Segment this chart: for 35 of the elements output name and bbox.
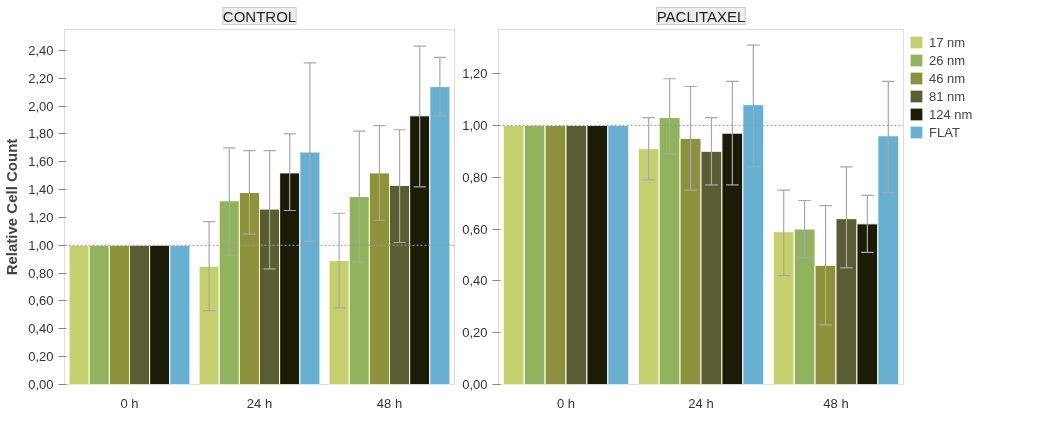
y-tick-label: 0,40	[462, 273, 488, 289]
legend-label: 26 nm	[929, 52, 966, 68]
x-tick-label: 24 h	[688, 395, 714, 411]
y-tick-label: 0,00	[28, 377, 54, 392]
y-tick-label: 0,20	[28, 349, 54, 365]
y-tick-label: 0,40	[28, 321, 54, 337]
x-tick-label: 48 h	[376, 395, 403, 411]
y-tick-label: 1,40	[28, 182, 54, 198]
x-tick-label: 48 h	[823, 395, 849, 411]
y-tick-label: 1,60	[28, 154, 54, 170]
y-tick-label: 1,20	[28, 209, 54, 225]
legend-label: 81 nm	[929, 88, 966, 104]
y-tick-label: 2,00	[28, 98, 54, 114]
x-tick-label: 0 h	[120, 395, 139, 411]
y-tick-label: 1,80	[28, 126, 54, 142]
legend-label: FLAT	[929, 124, 960, 140]
y-axis-title: Relative Cell Count	[3, 138, 21, 276]
y-tick-label: 2,40	[28, 42, 54, 58]
chart-title: PACLITAXEL	[656, 7, 746, 25]
x-tick-label: 0 h	[556, 395, 576, 411]
y-tick-label: 0,20	[462, 325, 488, 341]
y-tick-label: 0,60	[28, 293, 54, 309]
y-tick-label: 2,20	[28, 70, 54, 86]
y-tick-label: 0,80	[28, 265, 54, 281]
legend-label: 124 nm	[929, 106, 973, 122]
y-tick-label: 1,00	[28, 237, 54, 253]
legend-label: 46 nm	[929, 70, 966, 86]
chart-title: CONTROL	[222, 7, 297, 25]
y-tick-label: 1,20	[462, 66, 488, 82]
y-tick-label: 0,60	[462, 221, 488, 237]
legend-label: 17 nm	[929, 34, 966, 50]
y-tick-label: 1,00	[462, 117, 488, 133]
x-tick-label: 24 h	[246, 395, 273, 411]
y-tick-label: 0,00	[462, 377, 488, 392]
y-tick-label: 0,80	[462, 169, 488, 185]
